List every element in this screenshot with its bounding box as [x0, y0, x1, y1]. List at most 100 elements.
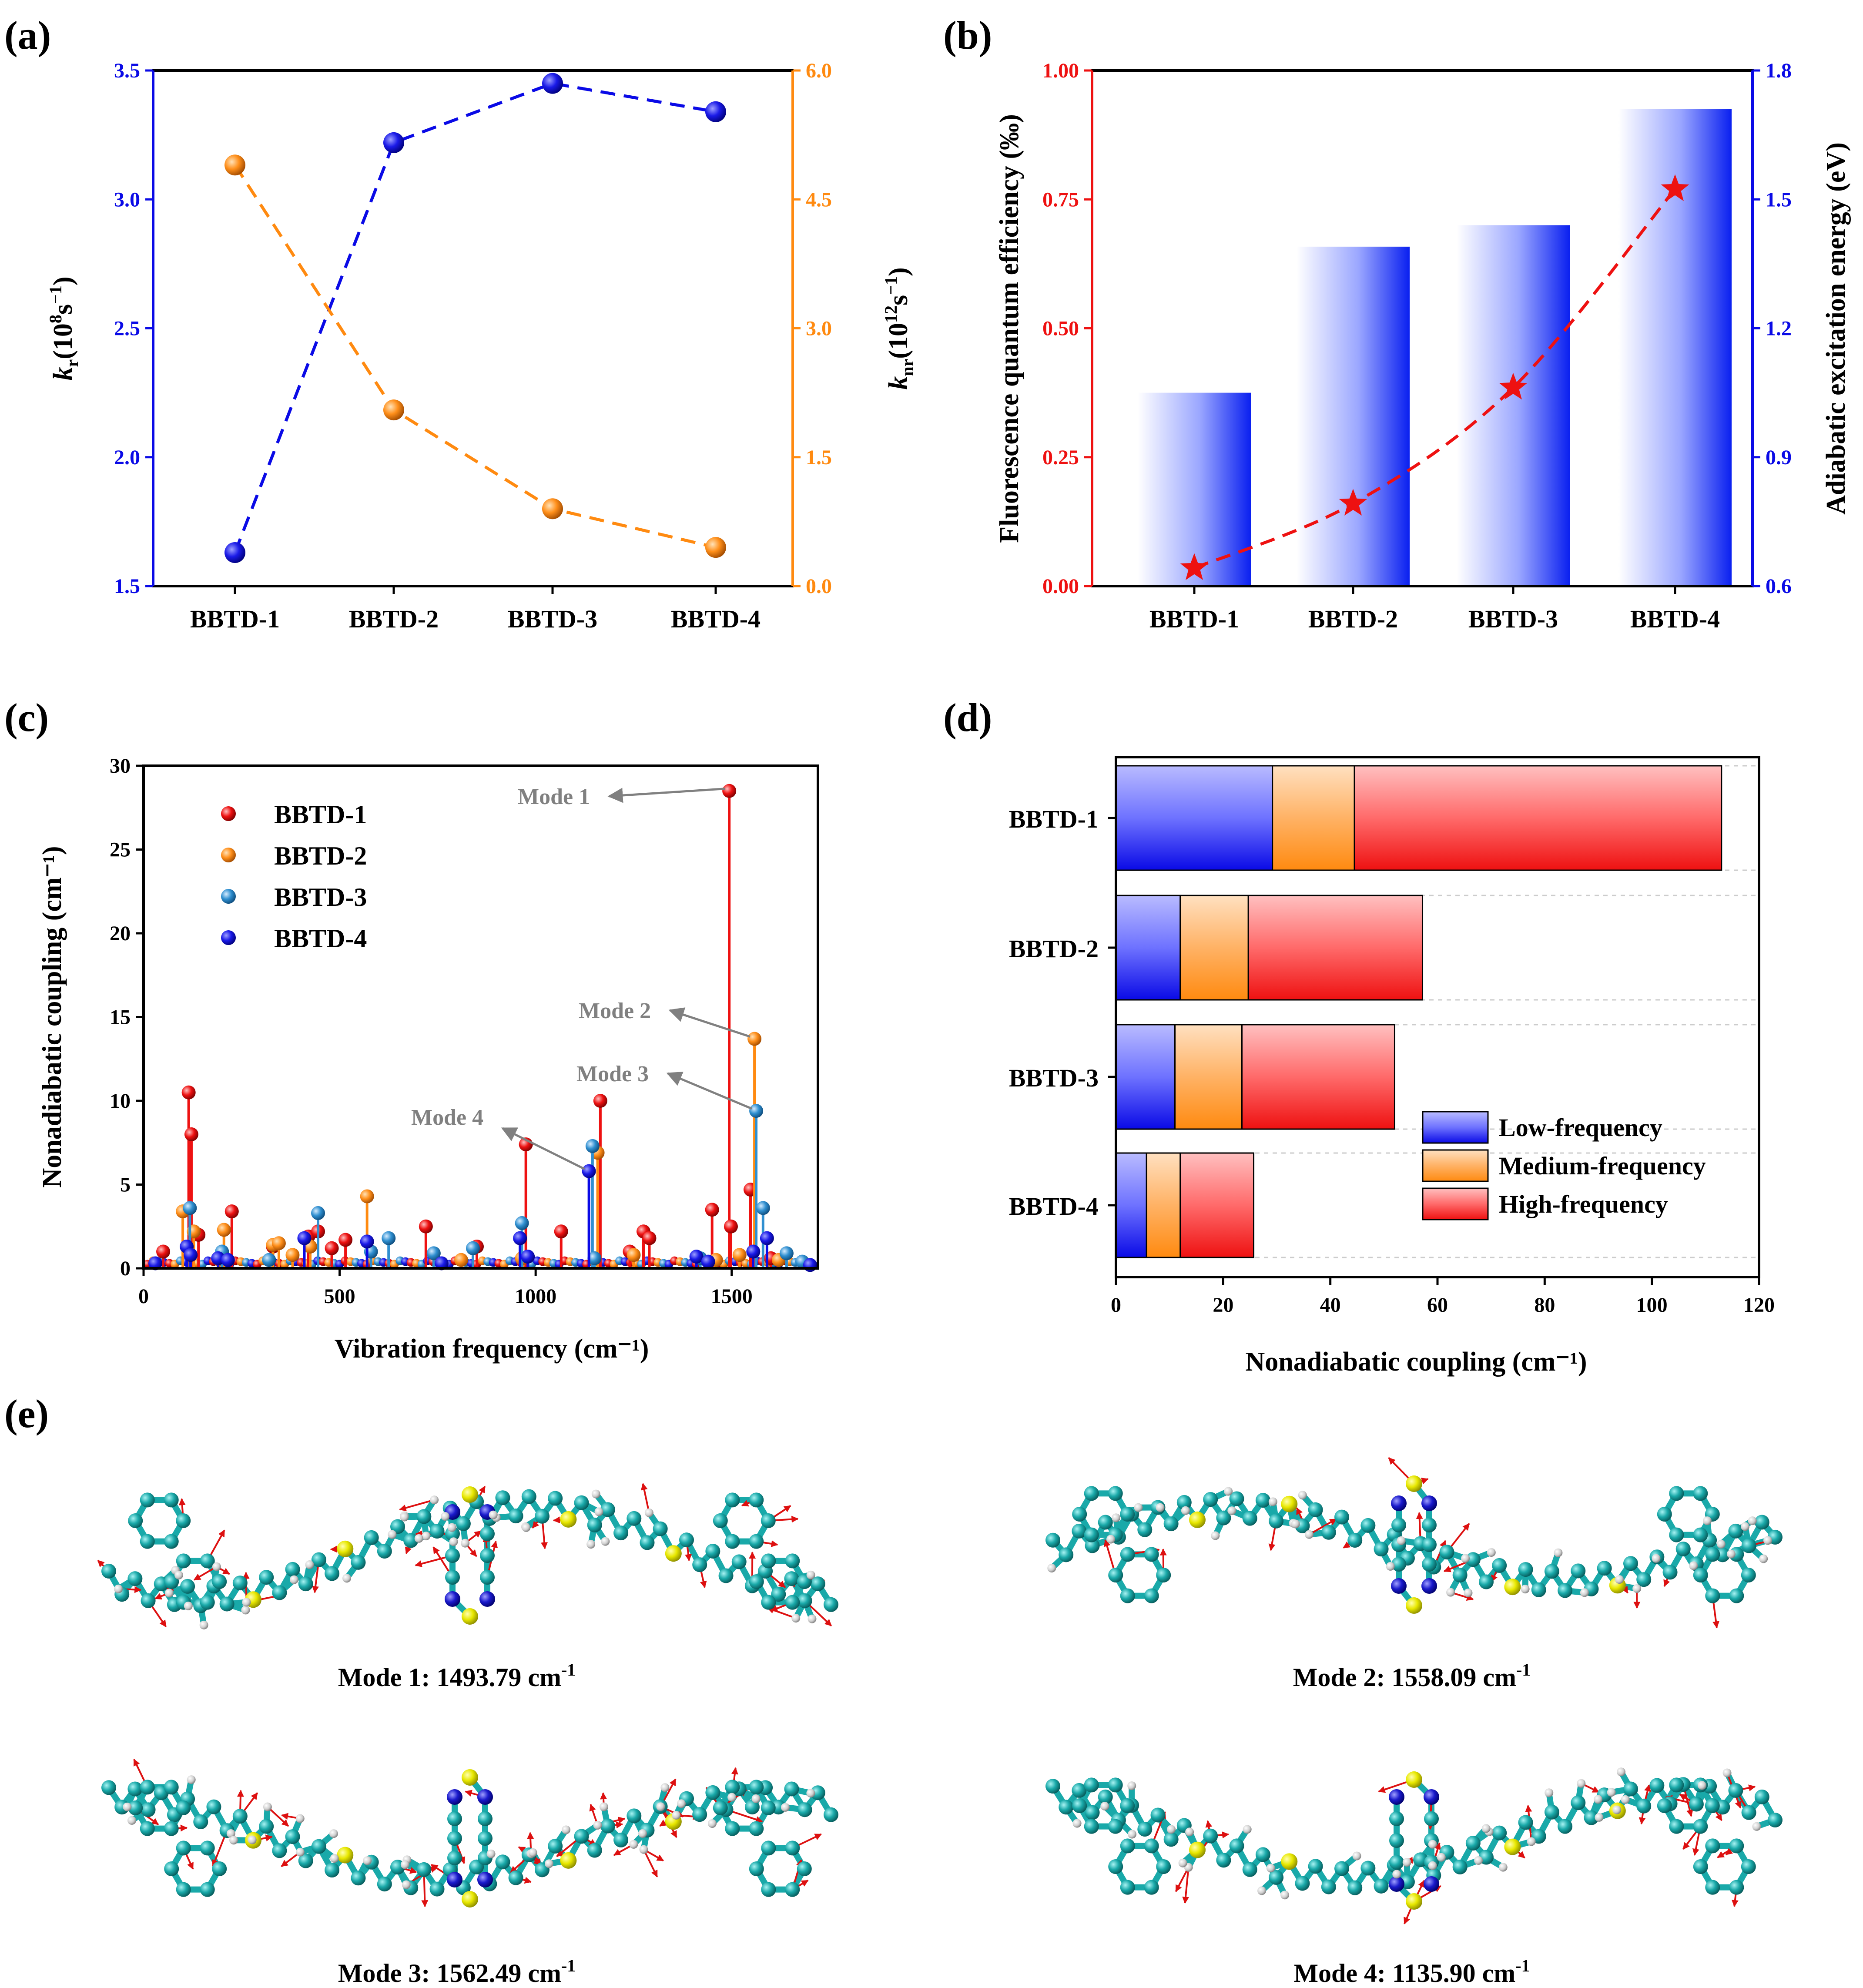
carbon-atom: [508, 1509, 523, 1524]
hydrogen-atom: [400, 1512, 409, 1522]
carbon-atom: [1085, 1538, 1100, 1553]
carbon-atom: [1374, 1878, 1389, 1894]
d-x-tick-label: 0: [1111, 1294, 1121, 1317]
carbon-atom: [1669, 1486, 1684, 1501]
hydrogen-atom: [430, 1495, 439, 1505]
a-left-tick-label: 2.0: [114, 446, 140, 469]
c-point-BBTD-4: [360, 1234, 374, 1249]
hydrogen-atom: [1741, 1522, 1750, 1531]
carbon-atom: [1729, 1880, 1744, 1895]
d-category-label: BBTD-4: [1009, 1192, 1099, 1220]
hydrogen-atom: [594, 1507, 603, 1516]
carbon-atom: [364, 1530, 379, 1545]
hydrogen-atom: [1072, 1819, 1082, 1828]
c-point-BBTD-2: [454, 1253, 468, 1267]
nitrogen-atom: [1421, 1495, 1437, 1511]
sulfur-atom: [337, 1540, 354, 1557]
chart-b-right-ylabel: Adiabatic excitation energy (eV): [1821, 142, 1851, 515]
hydrogen-atom: [1716, 1539, 1726, 1549]
c-point-BBTD-1: [181, 1085, 196, 1100]
hydrogen-atom: [1243, 1825, 1252, 1834]
carbon-atom: [810, 1785, 825, 1800]
carbon-atom: [429, 1881, 445, 1897]
carbon-atom: [1741, 1568, 1756, 1582]
carbon-atom: [478, 1811, 493, 1826]
carbon-atom: [351, 1871, 366, 1886]
c-point-BBTD-4: [297, 1231, 312, 1245]
displacement-arrow: [1309, 1518, 1337, 1535]
carbon-atom: [761, 1553, 776, 1569]
b-left-tick-label: 1.00: [1042, 59, 1079, 82]
c-point-BBTD-4: [184, 1248, 198, 1262]
carbon-atom: [1571, 1795, 1586, 1810]
hydrogen-atom: [242, 1598, 251, 1607]
carbon-atom: [1728, 1783, 1743, 1798]
carbon-atom: [325, 1566, 340, 1581]
hydrogen-atom: [1134, 1503, 1143, 1512]
hydrogen-atom: [1446, 1588, 1455, 1597]
carbon-atom: [212, 1574, 227, 1589]
sulfur-atom: [1406, 1771, 1422, 1788]
carbon-atom: [311, 1552, 326, 1567]
hydrogen-atom: [591, 1489, 600, 1499]
sulfur-atom: [560, 1852, 577, 1869]
c-annotation-label: Mode 1: [518, 784, 590, 809]
c-legend-marker: [221, 848, 236, 862]
c-point-BBTD-3: [585, 1139, 600, 1153]
carbon-atom: [272, 1843, 287, 1858]
carbon-atom: [1689, 1797, 1704, 1812]
carbon-atom: [259, 1570, 274, 1585]
b-efficiency-star: [1339, 489, 1367, 516]
carbon-atom: [1334, 1861, 1349, 1876]
carbon-atom: [548, 1491, 563, 1506]
hydrogen-atom: [461, 1539, 470, 1548]
c-point-BBTD-3: [587, 1251, 602, 1265]
b-efficiency-star: [1499, 372, 1528, 400]
carbon-atom: [548, 1838, 563, 1854]
chart-d: 0 20 40 60 80 100 120 BBTD-1 BBTD-2 BBTD-3 BBTD-4…: [1009, 756, 1775, 1377]
carbon-atom: [1120, 1838, 1135, 1854]
b-right-tick-label: 1.2: [1766, 317, 1792, 340]
carbon-atom: [447, 1851, 462, 1865]
carbon-atom: [403, 1533, 419, 1548]
carbon-atom: [713, 1513, 728, 1528]
hydrogen-atom: [1227, 1506, 1236, 1515]
c-point-BBTD-1: [325, 1241, 339, 1255]
carbon-atom: [456, 1516, 471, 1531]
c-point-BBTD-1: [554, 1224, 568, 1239]
carbon-atom: [1558, 1819, 1573, 1834]
carbon-atom: [761, 1840, 776, 1856]
carbon-atom: [141, 1593, 156, 1608]
b-bar: [1457, 225, 1570, 586]
carbon-atom: [824, 1597, 838, 1612]
carbon-atom: [1649, 1778, 1665, 1793]
carbon-atom: [1705, 1547, 1720, 1562]
carbon-atom: [445, 1570, 460, 1585]
carbon-atom: [521, 1489, 536, 1504]
carbon-atom: [679, 1532, 694, 1548]
hydrogen-atom: [1178, 1858, 1187, 1867]
nitrogen-atom: [1421, 1578, 1437, 1594]
carbon-atom: [1544, 1564, 1559, 1579]
displacement-arrow: [767, 1606, 796, 1619]
carbon-atom: [193, 1814, 208, 1830]
carbon-atom: [377, 1544, 392, 1559]
carbon-atom: [1636, 1798, 1652, 1814]
carbon-atom: [1059, 1547, 1074, 1562]
displacement-arrow: [1175, 1867, 1190, 1892]
a-left-tick-label: 2.5: [114, 317, 140, 340]
c-point-BBTD-1: [224, 1204, 239, 1219]
d-x-tick-label: 100: [1636, 1294, 1668, 1317]
molecule-mode-4: [1045, 1767, 1783, 1924]
hydrogen-atom: [1280, 1891, 1290, 1900]
carbon-atom: [824, 1807, 838, 1822]
b-right-tick-label: 0.9: [1766, 446, 1792, 469]
hydrogen-atom: [1266, 1864, 1275, 1873]
carbon-atom: [1531, 1582, 1546, 1597]
sulfur-atom: [1406, 1893, 1422, 1910]
chart-c-ylabel: Nonadiabatic coupling (cm⁻¹): [37, 846, 67, 1187]
carbon-atom: [1675, 1542, 1691, 1557]
carbon-atom: [298, 1853, 313, 1868]
chart-a-right-ylabel: knr(1012s−1): [881, 267, 917, 389]
d-x-tick-label: 120: [1743, 1294, 1775, 1317]
